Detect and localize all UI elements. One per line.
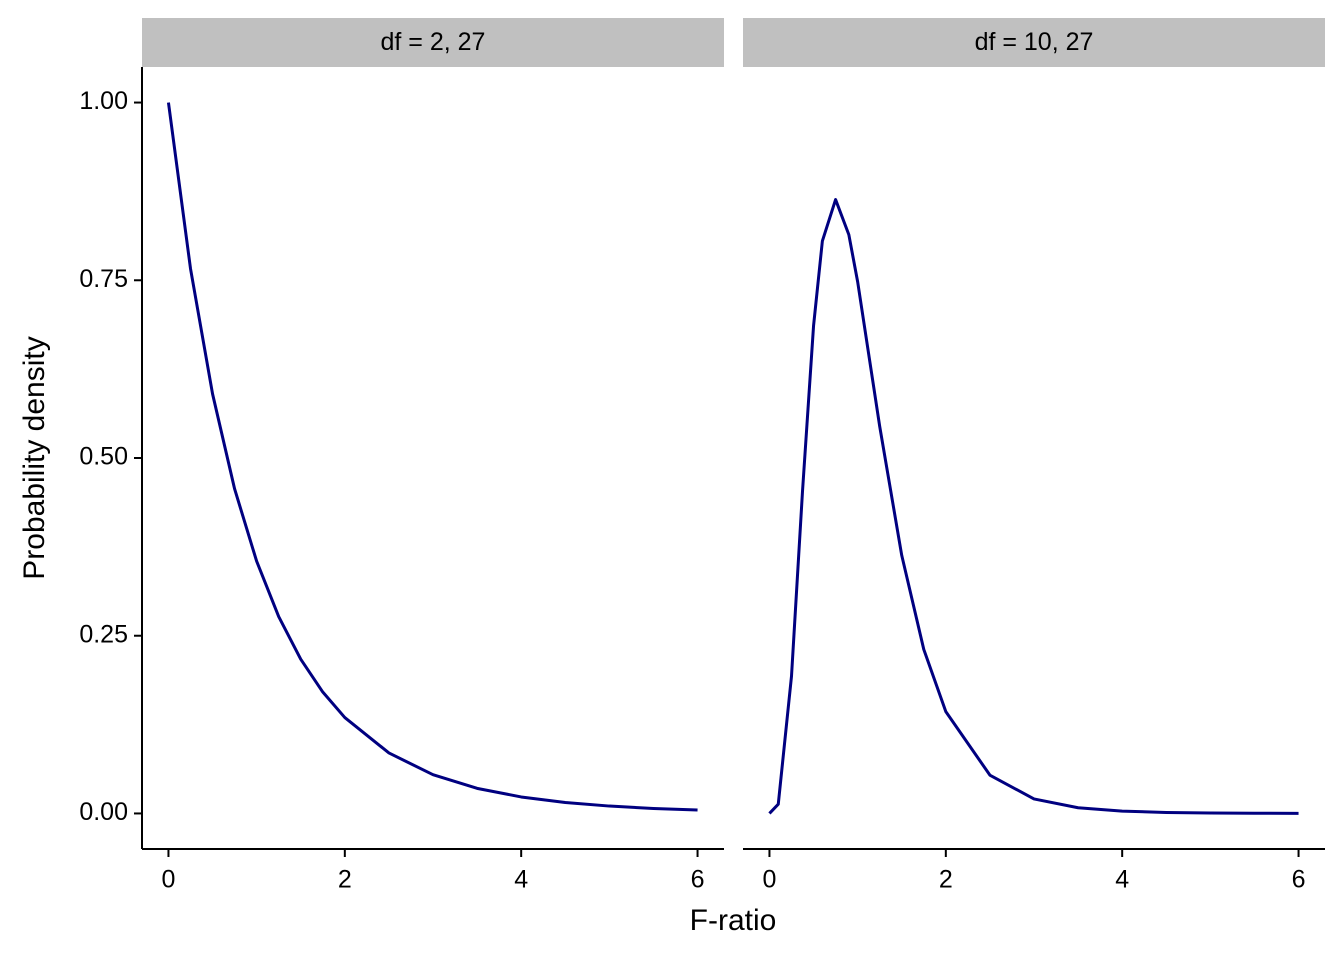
y-tick-label: 0.50	[79, 443, 128, 471]
x-tick-label: 0	[162, 866, 176, 894]
density-line	[166, 102, 698, 812]
x-tick-label: 2	[939, 866, 953, 894]
x-tick-label: 6	[1292, 866, 1306, 894]
facet-label: df = 2, 27	[381, 28, 486, 56]
y-tick-label: 0.75	[79, 265, 128, 293]
facet-strip	[743, 18, 1325, 67]
x-tick-label: 4	[514, 866, 528, 894]
density-line	[768, 198, 1299, 815]
x-tick-label: 4	[1115, 866, 1129, 894]
x-axis-title: F-ratio	[690, 904, 777, 937]
x-tick-label: 2	[338, 866, 352, 894]
y-tick-label: 1.00	[79, 87, 128, 115]
y-tick-label: 0.00	[79, 798, 128, 826]
x-tick-label: 0	[763, 866, 777, 894]
y-axis-title: Probability density	[18, 336, 51, 579]
facet-label: df = 10, 27	[975, 28, 1094, 56]
y-tick-label: 0.25	[79, 620, 128, 648]
facet-strip	[142, 18, 724, 67]
x-tick-label: 6	[691, 866, 705, 894]
